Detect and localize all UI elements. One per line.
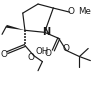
Text: Me: Me	[78, 7, 91, 16]
Text: N: N	[42, 27, 50, 37]
Polygon shape	[6, 25, 25, 30]
Text: O: O	[28, 53, 35, 62]
Text: O: O	[44, 48, 51, 58]
Text: O: O	[1, 49, 8, 59]
Text: OH: OH	[35, 46, 49, 56]
Text: O: O	[62, 44, 69, 54]
Text: O: O	[67, 7, 74, 16]
